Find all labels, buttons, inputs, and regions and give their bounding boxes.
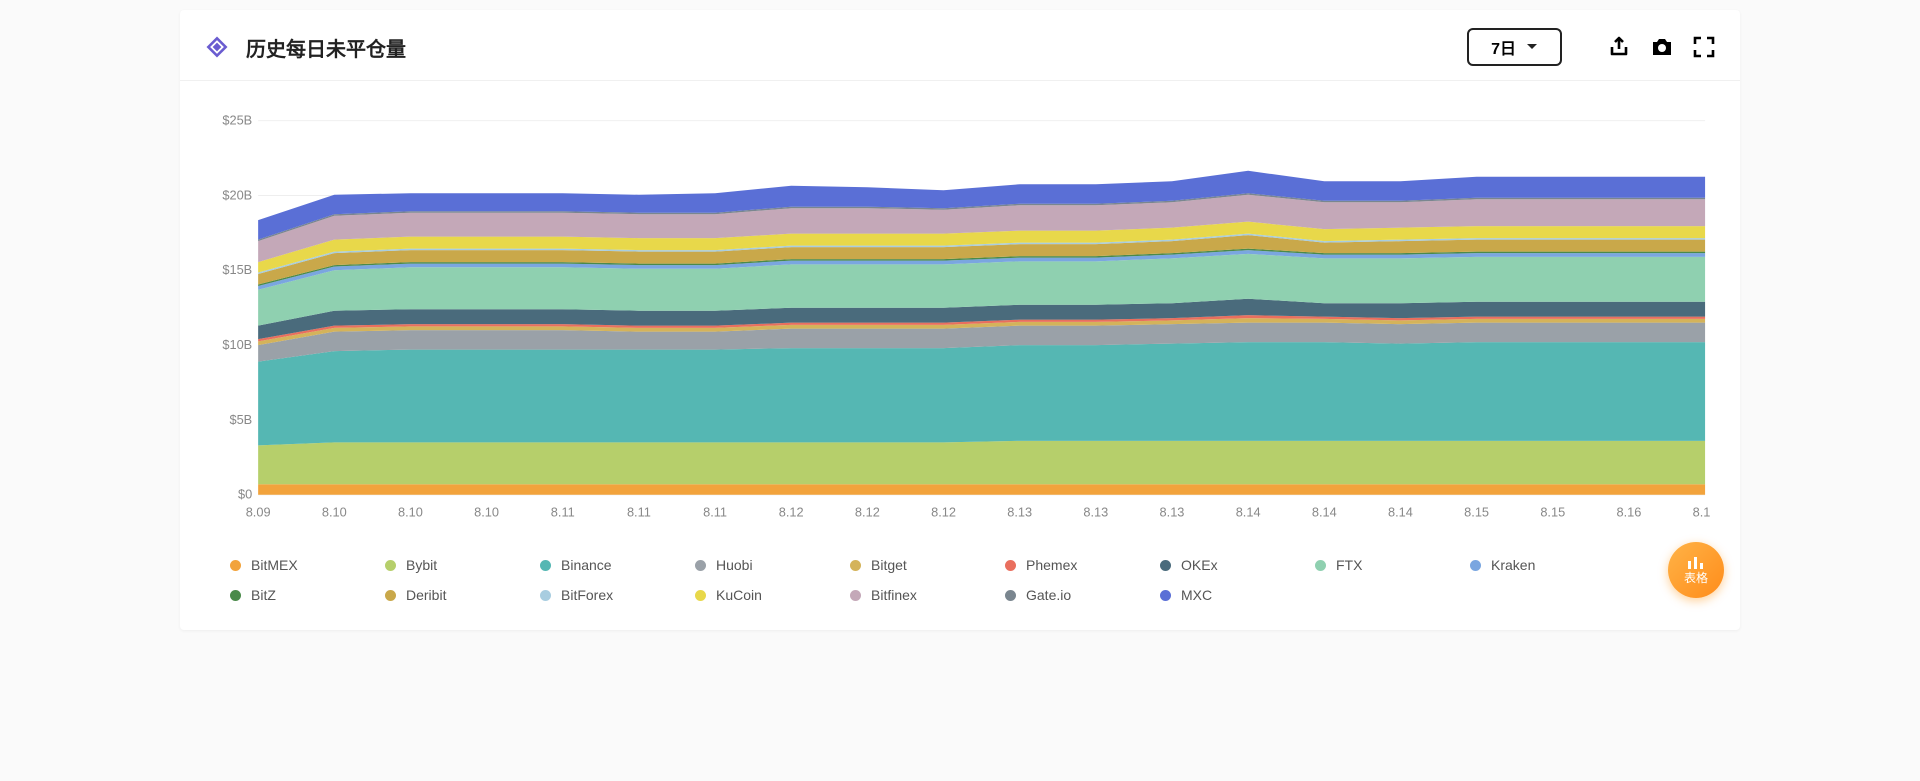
svg-text:$25B: $25B [222,113,252,128]
svg-text:8.11: 8.11 [627,504,651,519]
svg-text:$15B: $15B [222,262,252,277]
svg-text:8.13: 8.13 [1083,504,1108,519]
legend-label: Binance [561,557,612,573]
legend-label: Bybit [406,557,437,573]
timeframe-label: 7日 [1491,35,1516,59]
area-series [258,342,1705,445]
legend-color-dot [385,590,396,601]
chart-card: 历史每日未平仓量 7日 $0 $5B $10B $15B $20B $25B 8.09 8.1… [180,10,1740,630]
legend-item[interactable]: BitZ [230,580,385,610]
legend-label: Bitget [871,557,907,573]
svg-text:8.16: 8.16 [1616,504,1641,519]
svg-text:8.14: 8.14 [1312,504,1337,519]
svg-text:8.15: 8.15 [1540,504,1565,519]
legend-label: KuCoin [716,587,762,603]
legend-item[interactable]: BitForex [540,580,695,610]
legend-color-dot [1005,560,1016,571]
legend-color-dot [850,560,861,571]
svg-text:8.10: 8.10 [322,504,347,519]
legend-color-dot [695,560,706,571]
svg-text:8.16: 8.16 [1693,504,1710,519]
svg-text:8.10: 8.10 [398,504,423,519]
legend-color-dot [385,560,396,571]
legend-label: Bitfinex [871,587,917,603]
legend-label: Gate.io [1026,587,1071,603]
fullscreen-icon[interactable] [1692,35,1716,59]
legend-label: Huobi [716,557,753,573]
legend-item[interactable]: BitMEX [230,550,385,580]
svg-text:8.15: 8.15 [1464,504,1489,519]
brand-logo-icon [204,34,230,60]
legend-color-dot [540,590,551,601]
legend-item[interactable]: MXC [1160,580,1315,610]
legend-label: Kraken [1491,557,1535,573]
legend-item[interactable]: KuCoin [695,580,850,610]
legend-label: Deribit [406,587,446,603]
fab-label: 表格 [1684,569,1708,586]
legend-item[interactable]: OKEx [1160,550,1315,580]
camera-icon[interactable] [1650,35,1674,59]
legend-label: BitForex [561,587,613,603]
legend-label: OKEx [1181,557,1218,573]
legend-label: MXC [1181,587,1212,603]
svg-text:$0: $0 [238,487,252,502]
svg-text:8.09: 8.09 [246,504,271,519]
area-series [258,441,1705,484]
legend-item[interactable]: Huobi [695,550,850,580]
legend-item[interactable]: Bitfinex [850,580,1005,610]
legend-item[interactable]: Kraken [1470,550,1625,580]
legend-item[interactable]: Phemex [1005,550,1160,580]
chart-plot-area: $0 $5B $10B $15B $20B $25B 8.09 8.10 8.10 8.10 8.1… [180,81,1740,544]
chevron-down-icon [1526,43,1538,51]
svg-text:8.11: 8.11 [703,504,727,519]
legend-color-dot [230,590,241,601]
legend-item[interactable]: Deribit [385,580,540,610]
chart-legend: BitMEX Bybit Binance Huobi Bitget Phemex OKEx F… [180,544,1740,630]
legend-label: FTX [1336,557,1362,573]
legend-color-dot [1160,590,1171,601]
svg-text:$20B: $20B [222,187,252,202]
svg-text:8.10: 8.10 [474,504,499,519]
legend-item[interactable]: Gate.io [1005,580,1160,610]
legend-item[interactable]: Bitget [850,550,1005,580]
legend-label: BitZ [251,587,276,603]
svg-text:8.12: 8.12 [931,504,956,519]
share-icon[interactable] [1608,35,1632,59]
svg-text:8.13: 8.13 [1160,504,1185,519]
legend-color-dot [1160,560,1171,571]
svg-text:8.14: 8.14 [1388,504,1413,519]
svg-text:8.14: 8.14 [1236,504,1261,519]
legend-color-dot [230,560,241,571]
bar-chart-icon [1687,555,1705,569]
table-view-fab[interactable]: 表格 [1668,542,1724,598]
legend-item[interactable]: FTX [1315,550,1470,580]
legend-color-dot [1315,560,1326,571]
legend-label: Phemex [1026,557,1077,573]
svg-text:8.11: 8.11 [551,504,575,519]
legend-item[interactable]: Binance [540,550,695,580]
svg-text:8.13: 8.13 [1007,504,1032,519]
timeframe-dropdown[interactable]: 7日 [1467,28,1562,66]
stacked-area-chart: $0 $5B $10B $15B $20B $25B 8.09 8.10 8.10 8.10 8.1… [204,101,1710,534]
legend-color-dot [1470,560,1481,571]
legend-color-dot [695,590,706,601]
svg-text:$10B: $10B [222,337,252,352]
chart-title: 历史每日未平仓量 [246,33,1467,62]
legend-color-dot [1005,590,1016,601]
card-header: 历史每日未平仓量 7日 [180,10,1740,81]
svg-text:8.12: 8.12 [779,504,804,519]
svg-text:8.12: 8.12 [855,504,880,519]
legend-color-dot [850,590,861,601]
svg-text:$5B: $5B [229,412,252,427]
legend-color-dot [540,560,551,571]
area-series [258,484,1705,494]
legend-item[interactable]: Bybit [385,550,540,580]
legend-label: BitMEX [251,557,298,573]
